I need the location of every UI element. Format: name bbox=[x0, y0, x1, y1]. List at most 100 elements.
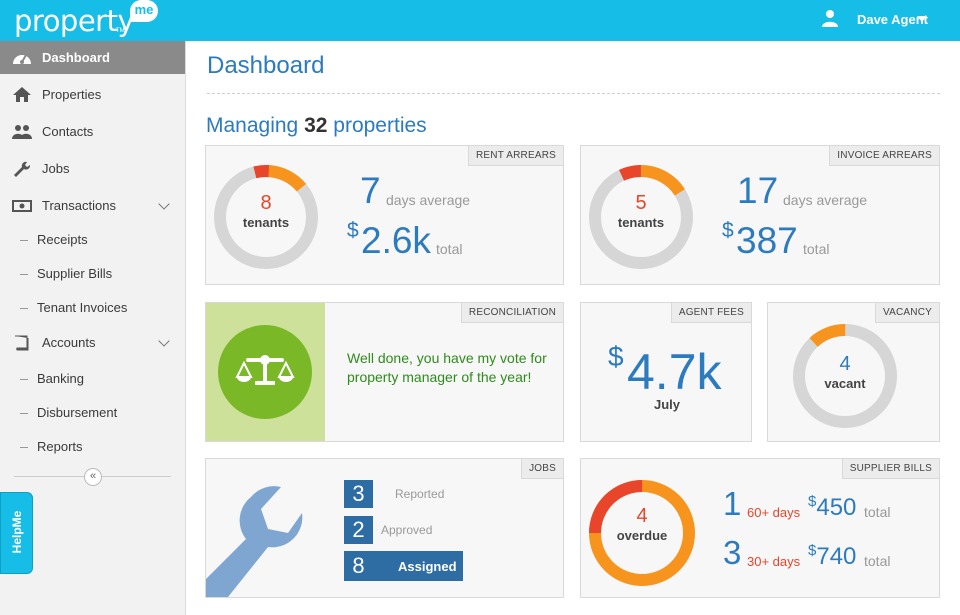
sidebar-item-dashboard[interactable]: Dashboard bbox=[0, 41, 185, 74]
sidebar-item-label: Tenant Invoices bbox=[37, 300, 128, 315]
days-value: 17 bbox=[737, 170, 779, 211]
amount-value: 2.6k bbox=[361, 220, 431, 261]
amount-label: total bbox=[803, 241, 830, 257]
donut-arc-red bbox=[589, 480, 695, 586]
tenant-label: tenants bbox=[242, 215, 290, 230]
sidebar-subitem-reports[interactable]: Reports bbox=[0, 432, 185, 462]
invoice-arrears-donut bbox=[589, 164, 693, 269]
sidebar-subitem-tenant-invoices[interactable]: Tenant Invoices bbox=[0, 293, 185, 323]
agent-fees-card[interactable]: AGENT FEES $ 4.7k July bbox=[580, 302, 752, 442]
sidebar-item-label: Transactions bbox=[42, 198, 116, 213]
logo-trademark: TM bbox=[116, 28, 125, 34]
vacant-label: vacant bbox=[824, 376, 866, 391]
supplier-bills-card[interactable]: SUPPLIER BILLS 4 overdue 1 60+ days $450… bbox=[580, 458, 940, 598]
user-menu[interactable]: Dave Agent bbox=[856, 12, 928, 27]
sidebar-item-accounts[interactable]: Accounts bbox=[0, 326, 185, 359]
amount-label: total bbox=[436, 241, 463, 257]
chevron-down-icon[interactable] bbox=[158, 198, 170, 210]
donut-arc-red bbox=[214, 165, 318, 269]
logo[interactable]: property bbox=[14, 4, 135, 38]
dash-marker bbox=[20, 308, 28, 309]
card-tag: RENT ARREARS bbox=[467, 146, 563, 166]
jobs-label: Approved bbox=[381, 523, 433, 537]
dashboard-icon bbox=[13, 54, 31, 64]
sidebar-item-label: Dashboard bbox=[42, 50, 110, 65]
bills-60-total: total bbox=[864, 504, 891, 520]
jobs-count: 3 bbox=[344, 480, 373, 508]
supplier-bills-donut bbox=[589, 480, 695, 586]
overdue-label: overdue bbox=[616, 528, 668, 543]
page-title: Dashboard bbox=[207, 52, 325, 79]
bills-30-amount: $740 bbox=[808, 542, 856, 571]
rent-arrears-card[interactable]: RENT ARREARS 8 tenants 7 days average $ … bbox=[205, 145, 564, 285]
days-value: 7 bbox=[360, 170, 381, 211]
dash-marker bbox=[20, 447, 28, 448]
sidebar-subitem-banking[interactable]: Banking bbox=[0, 364, 185, 394]
collapse-sidebar-button[interactable]: « bbox=[84, 468, 102, 486]
jobs-assigned-row[interactable]: 8 Assigned bbox=[344, 551, 463, 581]
helpme-button[interactable]: HelpMe bbox=[0, 492, 33, 574]
amount-value: 450 bbox=[816, 494, 857, 521]
chevron-down-icon[interactable] bbox=[158, 335, 170, 347]
dash-marker bbox=[20, 240, 28, 241]
dash-marker bbox=[20, 413, 28, 414]
days-label: days average bbox=[783, 192, 868, 208]
logo-text: property bbox=[14, 4, 135, 38]
money-icon bbox=[12, 200, 32, 212]
divider bbox=[207, 93, 940, 94]
sidebar-item-label: Contacts bbox=[42, 124, 94, 139]
sidebar-item-contacts[interactable]: Contacts bbox=[0, 115, 185, 148]
wrench-icon bbox=[206, 486, 303, 597]
rent-arrears-donut bbox=[214, 165, 318, 269]
dash-marker bbox=[20, 274, 28, 275]
bills-60-days: 60+ days bbox=[747, 505, 801, 520]
agent-fees-period: July bbox=[653, 397, 680, 412]
card-tag: AGENT FEES bbox=[670, 303, 751, 323]
reconciliation-panel bbox=[206, 303, 325, 441]
tenant-label: tenants bbox=[617, 215, 665, 230]
sidebar-item-label: Reports bbox=[37, 439, 83, 454]
sidebar-item-label: Jobs bbox=[42, 161, 70, 176]
jobs-count: 2 bbox=[344, 516, 373, 544]
amount-value: 740 bbox=[816, 543, 857, 570]
sidebar-item-transactions[interactable]: Transactions bbox=[0, 189, 185, 222]
sidebar-item-jobs[interactable]: Jobs bbox=[0, 152, 185, 185]
vacancy-donut bbox=[793, 324, 897, 428]
tenant-count: 8 bbox=[260, 192, 272, 214]
managing-count: 32 bbox=[304, 114, 328, 137]
sidebar-subitem-receipts[interactable]: Receipts bbox=[0, 225, 185, 255]
bills-60-count: 1 bbox=[723, 485, 742, 522]
agent-fees-amount: 4.7k bbox=[627, 344, 722, 400]
jobs-label: Assigned bbox=[398, 559, 457, 574]
sidebar-item-label: Receipts bbox=[37, 232, 88, 247]
logo-badge: me bbox=[130, 0, 158, 22]
home-icon bbox=[13, 87, 31, 102]
days-label: days average bbox=[386, 192, 471, 208]
top-bar: property me TM Dave Agent bbox=[0, 0, 960, 41]
user-icon bbox=[822, 10, 838, 27]
vacant-count: 4 bbox=[839, 353, 851, 375]
card-tag: JOBS bbox=[521, 459, 563, 479]
bills-30-days: 30+ days bbox=[747, 554, 801, 569]
card-tag: RECONCILIATION bbox=[460, 303, 563, 323]
chevron-down-icon[interactable] bbox=[917, 16, 927, 22]
bills-60-amount: $450 bbox=[808, 493, 856, 522]
dollar-sign: $ bbox=[722, 219, 734, 242]
jobs-card[interactable]: JOBS 3 Reported 2 Approved 8 Assigned bbox=[205, 458, 564, 598]
sidebar-subitem-disbursement[interactable]: Disbursement bbox=[0, 398, 185, 428]
reconciliation-card[interactable]: RECONCILIATION Well done, you have my vo… bbox=[205, 302, 564, 442]
sidebar-item-label: Properties bbox=[42, 87, 102, 102]
sidebar-item-label: Supplier Bills bbox=[37, 266, 113, 281]
sidebar-subitem-supplier-bills[interactable]: Supplier Bills bbox=[0, 259, 185, 289]
dollar-sign: $ bbox=[808, 542, 817, 559]
donut-arc-red bbox=[589, 164, 693, 269]
sidebar-item-properties[interactable]: Properties bbox=[0, 78, 185, 111]
dollar-sign: $ bbox=[808, 493, 817, 510]
users-icon bbox=[12, 125, 32, 139]
vacancy-card[interactable]: VACANCY 4 vacant bbox=[767, 302, 940, 442]
dollar-sign: $ bbox=[347, 219, 359, 242]
invoice-arrears-card[interactable]: INVOICE ARREARS 5 tenants 17 days averag… bbox=[580, 145, 940, 285]
sidebar-item-label: Accounts bbox=[42, 335, 96, 350]
book-icon bbox=[15, 335, 29, 351]
jobs-count: 8 bbox=[352, 553, 365, 578]
